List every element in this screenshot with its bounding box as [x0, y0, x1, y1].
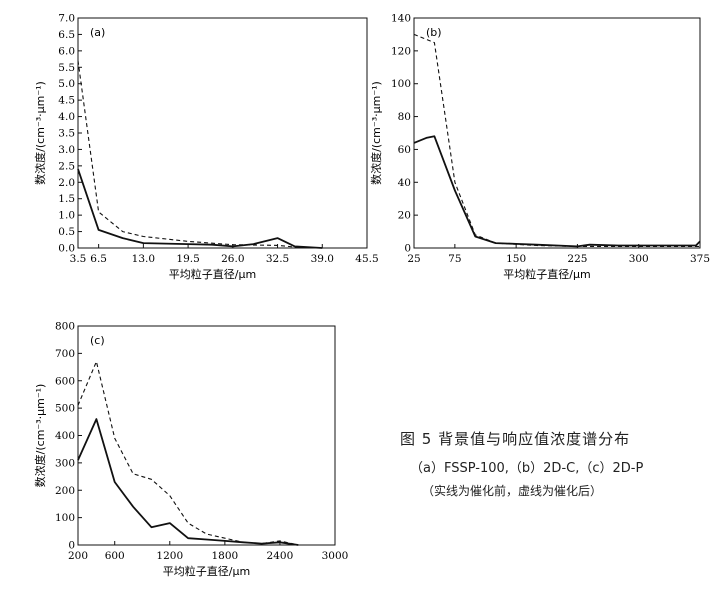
panel-label: (c)	[90, 334, 105, 347]
y-tick-label: 200	[55, 485, 75, 497]
series-line-solid	[77, 418, 299, 546]
panel-label: (a)	[90, 26, 105, 39]
x-axis-title: 平均粒子直径/μm	[503, 267, 590, 281]
y-tick-label: 0	[68, 540, 75, 552]
x-axis-title: 平均粒子直径/μm	[169, 267, 256, 281]
x-tick-label: 45.5	[355, 253, 378, 265]
y-tick-label: 1.5	[58, 193, 75, 205]
y-tick-label: 40	[398, 177, 411, 189]
x-tick-label: 39.0	[311, 253, 334, 265]
x-tick-label: 1200	[156, 550, 183, 562]
x-tick-label: 6.5	[90, 253, 107, 265]
y-tick-label: 100	[55, 512, 75, 524]
y-tick-label: 400	[55, 430, 75, 442]
x-tick-label: 600	[105, 550, 125, 562]
x-tick-label: 300	[629, 253, 649, 265]
x-tick-label: 26.0	[221, 253, 244, 265]
y-tick-label: 7.0	[58, 13, 75, 25]
caption-panels: （a）FSSP-100,（b）2D-C,（c）2D-P	[410, 461, 644, 476]
y-tick-label: 1.0	[58, 210, 75, 222]
x-tick-label: 225	[567, 253, 587, 265]
y-tick-label: 140	[391, 13, 411, 25]
y-tick-label: 3.5	[58, 128, 75, 140]
y-tick-label: 0	[404, 243, 411, 255]
chart-panel-2: 0 100 200 300 400 500 600 700 800 200 600 1200 1800 2…	[33, 321, 348, 579]
series-line-dashed	[77, 60, 323, 249]
x-tick-label: 200	[68, 550, 88, 562]
y-tick-label: 80	[398, 111, 411, 123]
y-tick-label: 5.0	[58, 78, 75, 90]
x-tick-label: 1800	[211, 550, 238, 562]
y-axis-title: 数浓度/(cm⁻³·μm⁻¹)	[33, 81, 47, 185]
x-axis-title: 平均粒子直径/μm	[163, 564, 250, 578]
y-tick-label: 6.5	[58, 29, 75, 41]
y-tick-label: 2.5	[58, 160, 75, 172]
y-tick-label: 800	[55, 321, 75, 333]
y-tick-label: 120	[391, 45, 411, 57]
y-tick-label: 0.0	[58, 243, 75, 255]
y-tick-label: 0.5	[58, 226, 75, 238]
x-tick-label: 150	[506, 253, 526, 265]
y-tick-label: 20	[398, 210, 411, 222]
x-tick-label: 75	[448, 253, 461, 265]
x-tick-label: 19.5	[176, 253, 199, 265]
y-tick-label: 600	[55, 375, 75, 387]
caption-title: 图 5 背景值与响应值浓度谱分布	[400, 430, 631, 448]
y-axis-title: 数浓度/(cm⁻³·μm⁻¹)	[369, 81, 383, 185]
chart-panel-0: 0.0 0.5 1.0 1.5 2.0 2.5 3.0 3.5 4.0 4.5 5.0 5.5 6.0 6…	[33, 13, 379, 282]
plot-frame	[77, 325, 336, 546]
x-tick-label: 3.5	[70, 253, 87, 265]
series-line-solid	[77, 168, 323, 249]
series-line-solid	[413, 135, 701, 248]
series-line-dashed	[77, 361, 299, 546]
x-tick-label: 32.5	[266, 253, 289, 265]
plot-frame	[77, 17, 368, 249]
x-tick-label: 25	[407, 253, 420, 265]
caption-note: （实线为催化前，虚线为催化后）	[422, 484, 603, 498]
chart-panel-1: 0 20 40 60 80 100 120 140 25 75 150 225 300 375 (b) 平均粒…	[369, 13, 710, 282]
series-line-dashed	[413, 33, 700, 247]
y-tick-label: 500	[55, 403, 75, 415]
x-tick-label: 2400	[267, 550, 294, 562]
x-tick-label: 375	[690, 253, 710, 265]
x-tick-label: 3000	[322, 550, 349, 562]
y-tick-label: 6.0	[58, 45, 75, 57]
plot-frame	[413, 17, 701, 249]
y-tick-label: 4.0	[58, 111, 75, 123]
y-tick-label: 700	[55, 348, 75, 360]
y-tick-label: 60	[398, 144, 411, 156]
y-tick-label: 4.5	[58, 95, 75, 107]
y-tick-label: 3.0	[58, 144, 75, 156]
x-tick-label: 13.0	[132, 253, 155, 265]
y-axis-title: 数浓度/(cm⁻³·μm⁻¹)	[33, 384, 47, 488]
figure-caption: 图 5 背景值与响应值浓度谱分布 （a）FSSP-100,（b）2D-C,（c）…	[400, 428, 710, 499]
y-tick-label: 5.5	[58, 62, 75, 74]
panel-label: (b)	[426, 26, 442, 39]
y-tick-label: 300	[55, 457, 75, 469]
y-tick-label: 2.0	[58, 177, 75, 189]
y-tick-label: 100	[391, 78, 411, 90]
